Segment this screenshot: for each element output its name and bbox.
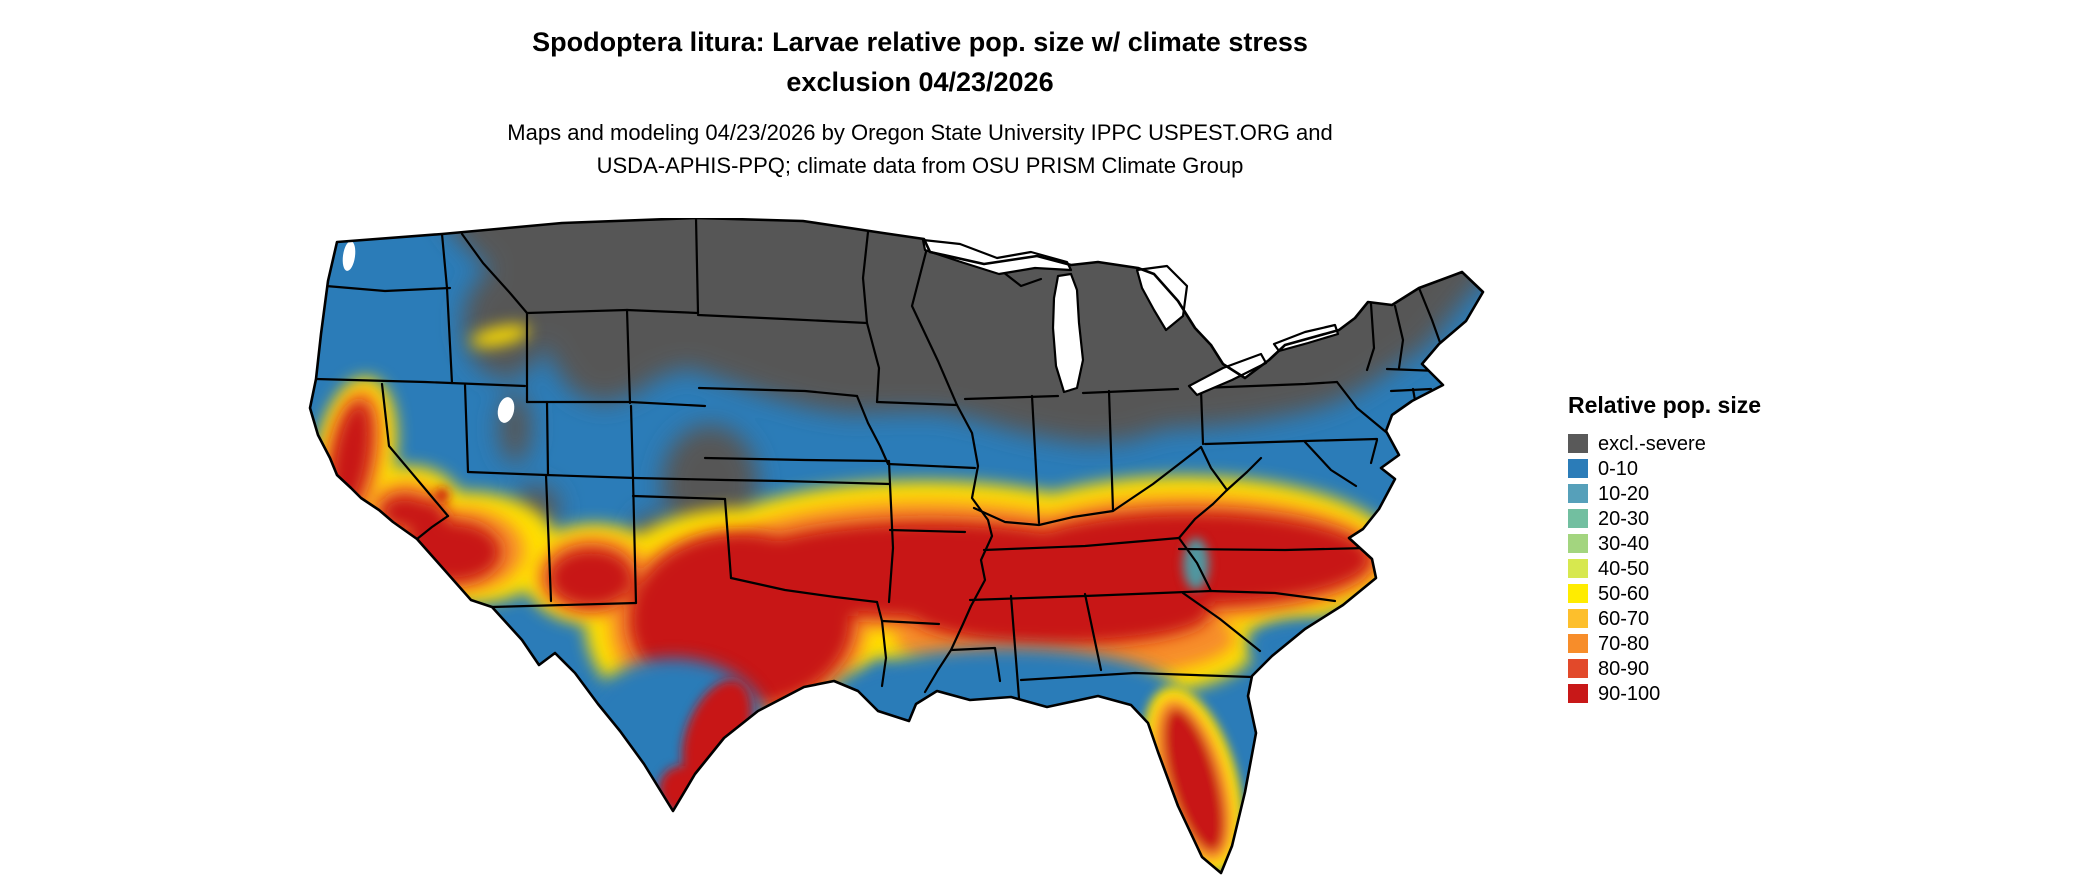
conus-map-container bbox=[305, 216, 1490, 888]
legend-item: 60-70 bbox=[1568, 606, 1828, 631]
legend-swatch bbox=[1568, 484, 1588, 503]
legend-item: 0-10 bbox=[1568, 456, 1828, 481]
legend-swatch bbox=[1568, 459, 1588, 478]
legend-swatch bbox=[1568, 559, 1588, 578]
us-population-map bbox=[308, 216, 1485, 875]
inland-water bbox=[342, 241, 515, 423]
lake-huron bbox=[1135, 264, 1189, 332]
state-borders bbox=[314, 218, 1444, 700]
legend-swatch bbox=[1568, 634, 1588, 653]
legend-title: Relative pop. size bbox=[1568, 392, 1762, 418]
legend: Relative pop. size excl.-severe 0-10 10-20… bbox=[1568, 392, 1828, 706]
legend-item: 50-60 bbox=[1568, 581, 1828, 606]
legend-item: 40-50 bbox=[1568, 556, 1828, 581]
legend-item: 10-20 bbox=[1568, 481, 1828, 506]
legend-item-label: 90-100 bbox=[1598, 682, 1661, 705]
legend-swatch bbox=[1568, 584, 1588, 603]
legend-item-label: 70-80 bbox=[1598, 632, 1650, 655]
lake-superior bbox=[921, 238, 1073, 276]
map-subtitle-line2: USDA-APHIS-PPQ; climate data from OSU PR… bbox=[596, 153, 1244, 178]
legend-item-label: 50-60 bbox=[1598, 582, 1650, 605]
legend-item-label: 30-40 bbox=[1598, 532, 1650, 555]
legend-item-label: 80-90 bbox=[1598, 657, 1650, 680]
legend-swatch bbox=[1568, 434, 1588, 453]
legend-item-label: 20-30 bbox=[1598, 507, 1650, 530]
legend-item-label: 60-70 bbox=[1598, 607, 1650, 630]
legend-item-label: 0-10 bbox=[1598, 457, 1639, 480]
legend-item: excl.-severe bbox=[1568, 431, 1828, 456]
legend-item: 80-90 bbox=[1568, 656, 1828, 681]
legend-item: 90-100 bbox=[1568, 681, 1828, 706]
legend-item: 20-30 bbox=[1568, 506, 1828, 531]
map-subtitle-line1: Maps and modeling 04/23/2026 by Oregon S… bbox=[507, 120, 1333, 145]
map-title: Spodoptera litura: Larvae relative pop. … bbox=[0, 22, 1840, 102]
map-subtitle: Maps and modeling 04/23/2026 by Oregon S… bbox=[0, 116, 1840, 182]
title-block: Spodoptera litura: Larvae relative pop. … bbox=[0, 22, 1840, 182]
legend-items: excl.-severe 0-10 10-20 20-30 30-40 40-50 50-6… bbox=[1568, 431, 1828, 706]
map-title-line1: Spodoptera litura: Larvae relative pop. … bbox=[532, 27, 1308, 57]
legend-swatch bbox=[1568, 684, 1588, 703]
lake-michigan bbox=[1051, 272, 1085, 394]
legend-item-label: 10-20 bbox=[1598, 482, 1650, 505]
legend-swatch bbox=[1568, 609, 1588, 628]
legend-item: 70-80 bbox=[1568, 631, 1828, 656]
legend-item-label: excl.-severe bbox=[1598, 432, 1706, 455]
map-title-line2: exclusion 04/23/2026 bbox=[786, 67, 1054, 97]
legend-swatch bbox=[1568, 659, 1588, 678]
legend-item-label: 40-50 bbox=[1598, 557, 1650, 580]
legend-swatch bbox=[1568, 534, 1588, 553]
legend-swatch bbox=[1568, 509, 1588, 528]
legend-item: 30-40 bbox=[1568, 531, 1828, 556]
